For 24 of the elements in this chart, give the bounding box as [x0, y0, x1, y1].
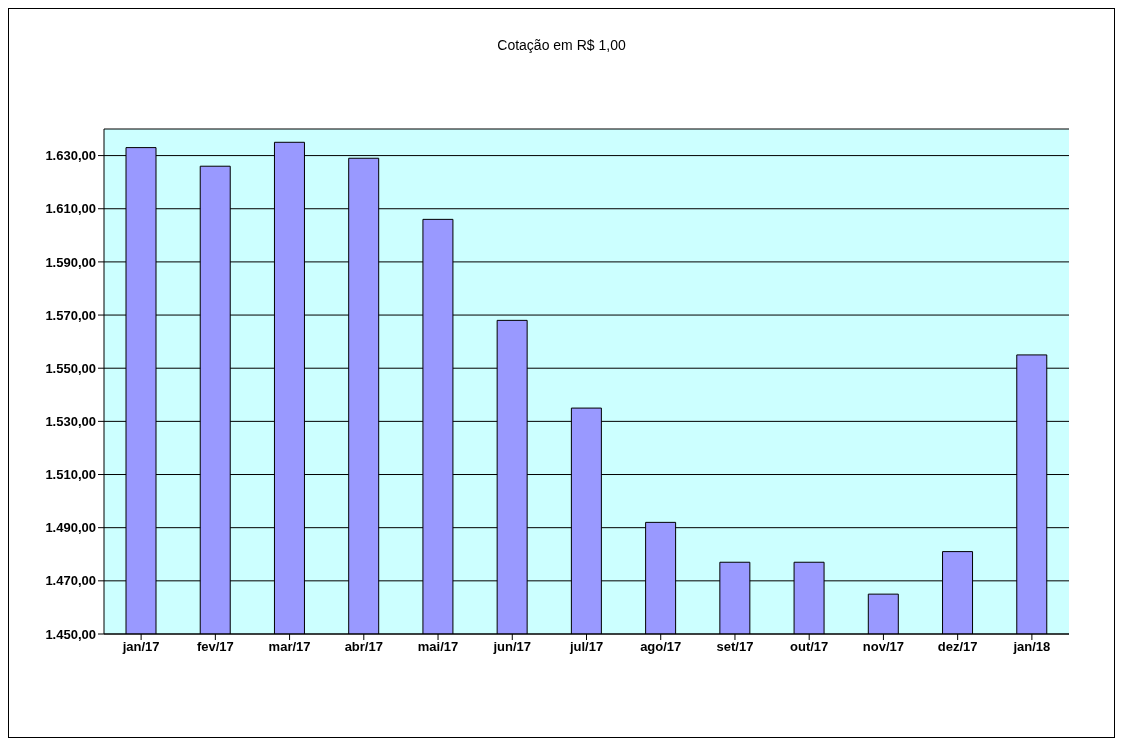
x-tick-label: jun/17 [492, 639, 532, 655]
x-tick-label: out/17 [790, 639, 829, 655]
x-tick-label: dez/17 [937, 639, 978, 655]
x-tick-label: jul/17 [568, 639, 604, 655]
y-tick-label: 1.510,00 [45, 467, 96, 483]
chart-title: Cotação em R$ 1,00 [496, 37, 627, 53]
y-tick-label: 1.630,00 [45, 148, 96, 164]
y-tick-label: 1.610,00 [45, 201, 96, 217]
y-tick-label: 1.590,00 [45, 254, 96, 270]
x-tick-label: abr/17 [344, 639, 383, 655]
x-tick-label: jan/17 [121, 639, 160, 655]
x-tick-label: jan/18 [1012, 639, 1051, 655]
x-tick-label: ago/17 [640, 639, 682, 655]
x-tick-label: fev/17 [196, 639, 234, 655]
y-tick-label: 1.490,00 [45, 520, 96, 536]
y-tick-label: 1.530,00 [45, 413, 96, 429]
y-tick-label: 1.450,00 [45, 626, 96, 642]
x-tick-label: mai/17 [417, 639, 459, 655]
y-tick-label: 1.570,00 [45, 307, 96, 323]
x-tick-label: set/17 [716, 639, 754, 655]
y-tick-label: 1.470,00 [45, 573, 96, 589]
y-tick-label: 1.550,00 [45, 360, 96, 376]
x-tick-label: nov/17 [862, 639, 905, 655]
x-tick-label: mar/17 [268, 639, 311, 655]
